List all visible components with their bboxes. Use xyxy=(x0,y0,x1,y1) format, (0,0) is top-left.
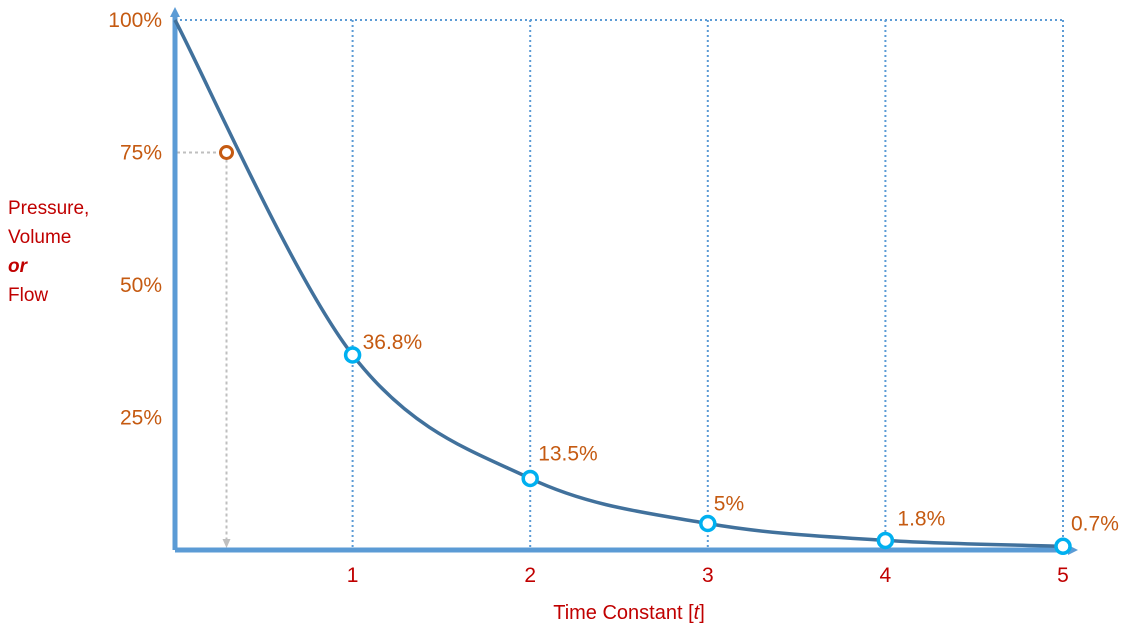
point-label-1: 36.8% xyxy=(363,331,423,354)
x-tick-label-1: 1 xyxy=(347,564,359,587)
y-axis-label-line-1: Pressure, xyxy=(8,198,89,219)
marker-point-5 xyxy=(1054,537,1072,556)
marker-point-2 xyxy=(521,469,539,488)
y-tick-label-25: 25% xyxy=(120,407,162,430)
decay-curve xyxy=(173,19,1064,549)
marker-point-75 xyxy=(219,145,235,160)
point-labels: 36.8% 13.5% 5% 1.8% 0.7% xyxy=(363,331,1119,535)
data-markers xyxy=(219,145,1072,556)
decay-curve-line xyxy=(173,19,1064,549)
y-axis-label-line-2: Volume xyxy=(8,227,71,248)
x-axis-label: Time Constant [t] xyxy=(553,602,705,624)
x-axis-label-var: t xyxy=(694,602,701,624)
y-tick-label-100: 100% xyxy=(108,9,162,32)
x-tick-label-4: 4 xyxy=(880,564,892,587)
tick-labels: 100% 75% 50% 25% 1 2 3 4 5 xyxy=(108,9,1069,587)
guide-lines-75 xyxy=(177,151,231,548)
y-tick-label-75: 75% xyxy=(120,142,162,165)
point-label-3: 5% xyxy=(714,493,744,516)
y-tick-label-50: 50% xyxy=(120,274,162,297)
point-label-4: 1.8% xyxy=(897,507,945,530)
x-tick-label-2: 2 xyxy=(524,564,536,587)
marker-point-4 xyxy=(876,531,895,550)
x-axis-label-suffix: ] xyxy=(699,602,705,624)
point-label-5: 0.7% xyxy=(1071,512,1119,535)
x-tick-label-5: 5 xyxy=(1057,564,1069,587)
x-tick-label-3: 3 xyxy=(702,564,714,587)
marker-point-3 xyxy=(699,514,717,533)
axes xyxy=(170,7,1078,555)
x-axis-label-prefix: Time Constant [ xyxy=(553,602,694,624)
y-axis-label-line-4: Flow xyxy=(8,285,48,306)
y-axis-label-line-3: or xyxy=(8,256,29,277)
marker-point-1 xyxy=(343,346,362,364)
gridlines xyxy=(175,19,1064,550)
point-label-2: 13.5% xyxy=(538,442,598,465)
